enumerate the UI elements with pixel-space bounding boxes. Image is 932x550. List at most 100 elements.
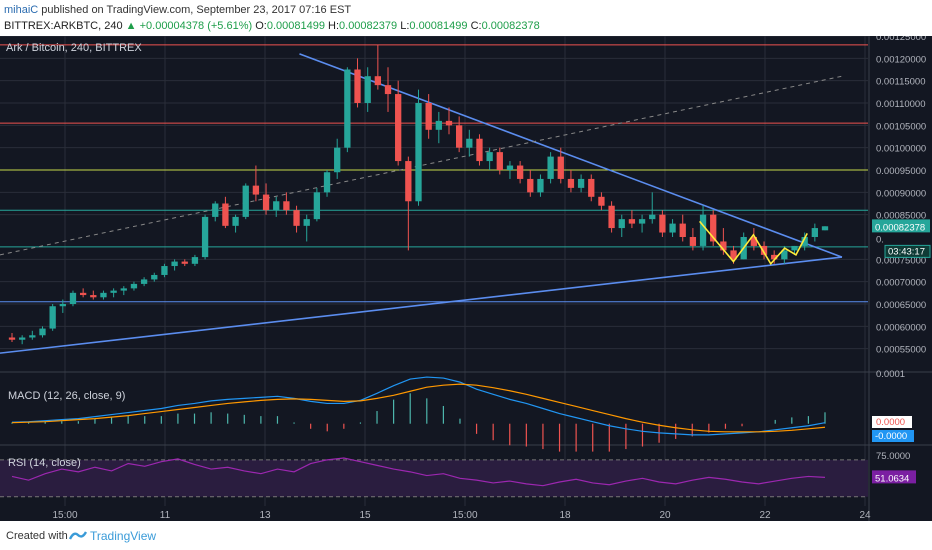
candle-down [771, 254, 778, 260]
change-value: ▲ +0.00004378 (+5.61%) [125, 20, 253, 32]
candle-up [39, 328, 46, 336]
candle-up [232, 216, 239, 226]
price-tick-label: 0.00085000 [876, 211, 926, 222]
price-tick-label: 0.00070000 [876, 278, 926, 289]
candle-down [354, 69, 361, 103]
close-label: C: [470, 20, 482, 32]
time-tick-label: 20 [659, 510, 671, 521]
tradingview-logo-icon[interactable] [68, 529, 88, 543]
price-tick-label: 0.00090000 [876, 188, 926, 199]
candle-down [455, 125, 463, 148]
price-tick-label: 0.00055000 [876, 345, 926, 356]
price-tick-label: 0.00115000 [876, 77, 926, 88]
chart-background [0, 36, 932, 521]
candle-down [659, 214, 666, 233]
macd-signal-tag [872, 430, 914, 442]
macd-series-line [11, 376, 826, 436]
candle-down [760, 245, 768, 255]
time-tick-label: 13 [259, 510, 271, 521]
created-with-label: Created with [6, 530, 68, 542]
candle-down [384, 85, 392, 95]
time-tick-label: 22 [759, 510, 771, 521]
axes-layer: 0.00125000 0.00120000 0.00115000 0.00110000… [52, 36, 931, 521]
published-text: published on TradingView.com, September … [38, 4, 352, 16]
candle-up [334, 147, 341, 173]
candle-down [588, 178, 595, 197]
candle-up [59, 304, 66, 307]
rsi-value-tag [872, 470, 916, 484]
candle-up [669, 223, 676, 233]
candle-down [252, 185, 260, 195]
candle-down [628, 219, 636, 224]
horizontal-levels[interactable] [0, 44, 868, 303]
top-bar: mihaiC published on TradingView.com, Sep… [0, 0, 932, 36]
price-tick-label: 0.00060000 [876, 322, 926, 333]
candle-down [679, 223, 686, 237]
candle-down [425, 103, 432, 130]
high-label: H: [328, 20, 340, 32]
candle-up [191, 257, 199, 264]
candle-up [171, 261, 178, 267]
open-label: O: [255, 20, 267, 32]
candle-down [222, 203, 229, 226]
trendline[interactable] [0, 256, 843, 354]
candle-down [283, 201, 290, 211]
candle-up [618, 219, 625, 229]
candle-down [79, 292, 87, 296]
candle-down [750, 237, 758, 246]
candle-up [323, 172, 331, 193]
author-link[interactable]: mihaiC [4, 4, 39, 16]
price-tick-label: 0.00120000 [876, 54, 926, 65]
zigzag-pattern-line[interactable] [698, 220, 808, 266]
rsi-band-fill [0, 459, 868, 497]
candle-down [293, 210, 300, 226]
candle-up [29, 335, 36, 338]
rsi-value-label: 51.0634 [875, 473, 909, 484]
close-value: 0.00082378 [481, 20, 540, 32]
candle-up [19, 337, 26, 340]
candle-up [303, 219, 310, 226]
candle-down [710, 214, 717, 242]
open-value: 0.00081499 [266, 20, 325, 32]
low-label: L: [400, 20, 410, 32]
high-value: 0.00082379 [339, 20, 398, 32]
candle-down [476, 138, 483, 162]
time-tick-label: 11 [160, 510, 171, 521]
candle-down [730, 250, 737, 260]
footer: Created with TradingView [0, 521, 932, 550]
price-tick-label: 0.00095000 [876, 166, 926, 177]
candle-up [100, 292, 107, 298]
candle-down [181, 261, 188, 264]
candle-up [537, 178, 544, 193]
last-price-tag [872, 219, 930, 233]
candle-down [720, 241, 727, 251]
low-value: 0.00081499 [409, 20, 468, 32]
candle-up [69, 292, 77, 304]
candle-up [344, 69, 351, 148]
candle-up [242, 185, 249, 217]
price-tick-label: 0.00110000 [876, 99, 926, 110]
tradingview-brand[interactable]: TradingView [90, 529, 157, 543]
candle-up [130, 283, 138, 289]
rsi-line [11, 457, 826, 487]
candle-up [811, 228, 818, 237]
candles-layer [8, 44, 829, 345]
price-tick-label-partial: 0. [876, 234, 884, 245]
candle-down [496, 152, 503, 170]
publisher-line: mihaiC published on TradingView.com, Sep… [4, 4, 351, 16]
candle-down [557, 156, 564, 179]
candle-down [374, 76, 382, 86]
candle-down [689, 237, 697, 246]
candle-up [486, 152, 493, 162]
trading-chart[interactable]: 0.00125000 0.00120000 0.00115000 0.00110000… [0, 36, 932, 521]
candle-up [577, 178, 585, 188]
candle-up [415, 103, 422, 202]
time-tick-label: 15 [359, 510, 371, 521]
symbol-label: BITTREX:ARKBTC, 240 [4, 20, 123, 32]
candle-down [516, 165, 524, 179]
candle-up [161, 266, 168, 275]
pattern-zigzag[interactable] [698, 220, 808, 266]
macd-value-label: 0.0000 [876, 417, 905, 428]
countdown-label: 03:43:17 [888, 246, 925, 257]
candle-up [364, 76, 371, 103]
